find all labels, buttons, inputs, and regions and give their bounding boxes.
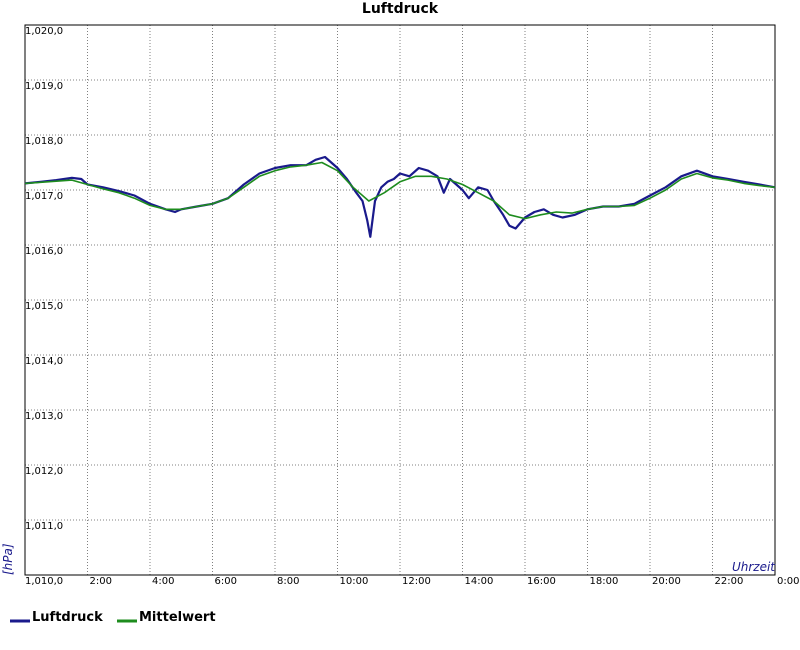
x-tick-label: 20:00: [652, 576, 681, 587]
y-tick-label: 1,017,0: [25, 191, 63, 202]
y-tick-label: 1,011,0: [25, 521, 63, 532]
y-tick-label: 1,015,0: [25, 301, 63, 312]
x-axis-label: Uhrzeit: [732, 560, 776, 574]
x-tick-label: 14:00: [465, 576, 494, 587]
x-tick-label: 16:00: [527, 576, 556, 587]
x-tick-label: 0:00: [777, 576, 799, 587]
y-tick-labels: 1,010,0 1,011,0 1,012,0 1,013,0 1,014,0 1,015…: [25, 26, 63, 587]
plot-frame: [24, 24, 776, 576]
grid-layer: [24, 24, 776, 576]
x-tick-label: 10:00: [340, 576, 369, 587]
y-tick-label: 1,016,0: [25, 246, 63, 257]
series-line-mittelwert: [24, 161, 776, 220]
y-tick-label: 1,019,0: [25, 81, 63, 92]
x-tick-label: 8:00: [277, 576, 299, 587]
legend-label-luftdruck: Luftdruck: [32, 610, 103, 625]
y-tick-label: 1,018,0: [25, 136, 63, 147]
y-tick-label: 1,012,0: [25, 466, 63, 477]
x-tick-label: 4:00: [152, 576, 174, 587]
y-tick-label: 1,020,0: [25, 26, 63, 37]
x-tick-label: 6:00: [215, 576, 237, 587]
x-tick-labels: 2:00 4:00 6:00 8:00 10:00 12:00 14:00 16:00 18:0…: [90, 576, 800, 587]
legend: Luftdruck Mittelwert: [10, 610, 216, 625]
y-tick-label: 1,010,0: [25, 576, 63, 587]
y-axis-label: [hPa]: [1, 543, 15, 575]
x-tick-label: 12:00: [402, 576, 431, 587]
x-tick-label: 18:00: [590, 576, 619, 587]
series-layer: [24, 155, 776, 238]
x-tick-label: 2:00: [90, 576, 112, 587]
y-tick-label: 1,014,0: [25, 356, 63, 367]
x-tick-label: 22:00: [715, 576, 744, 587]
chart-title: Luftdruck: [362, 1, 439, 17]
y-tick-label: 1,013,0: [25, 411, 63, 422]
legend-label-mittelwert: Mittelwert: [139, 610, 216, 625]
